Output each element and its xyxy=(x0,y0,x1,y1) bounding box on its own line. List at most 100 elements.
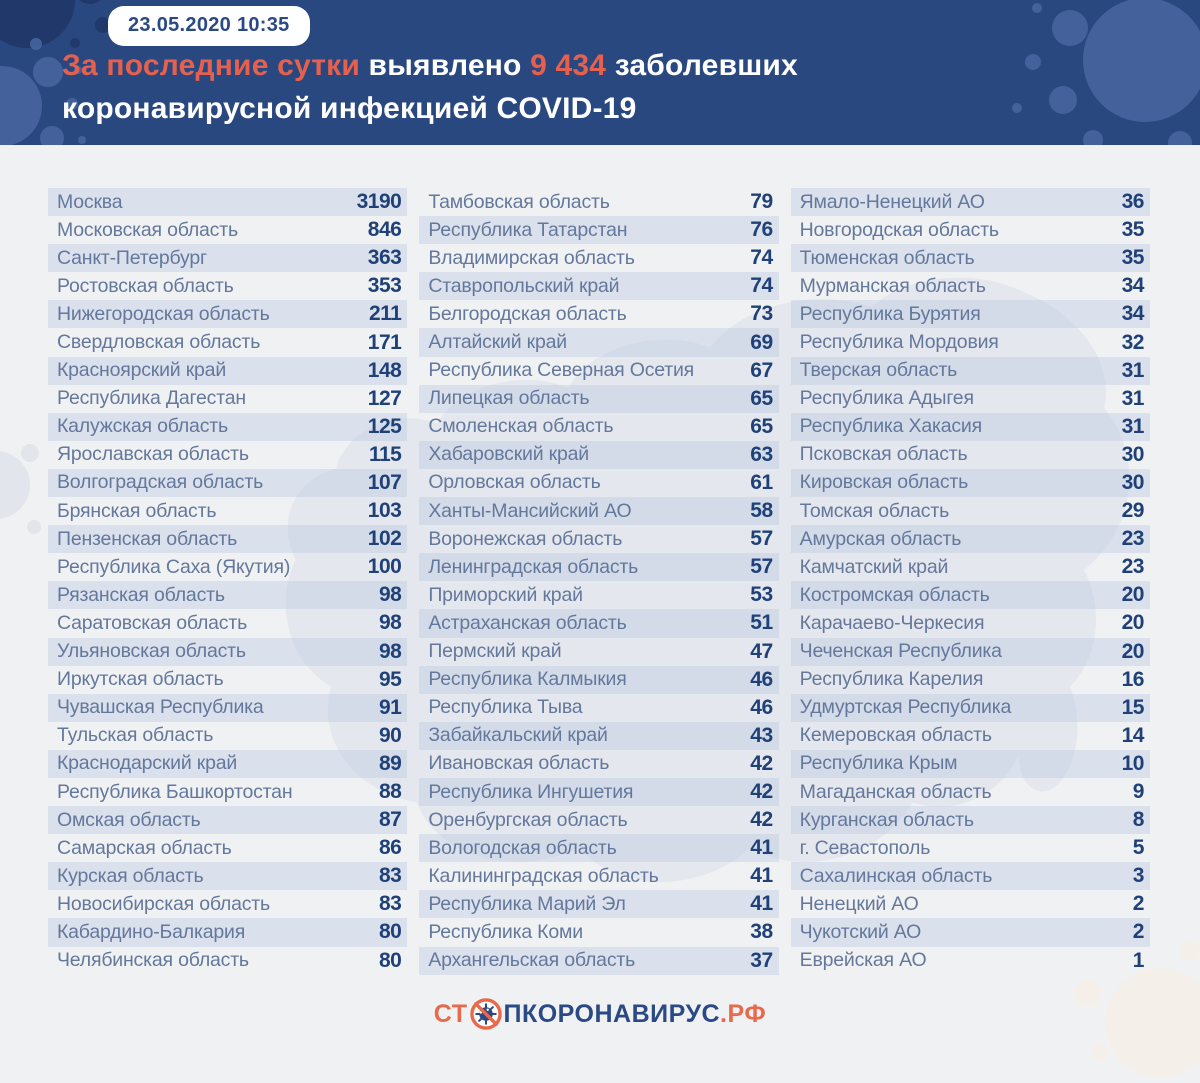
region-name: Ненецкий АО xyxy=(799,892,919,915)
region-name: Воронежская область xyxy=(428,527,623,550)
table-row: Курская область 83 xyxy=(48,862,408,891)
region-value: 20 xyxy=(1121,611,1145,635)
region-value: 98 xyxy=(378,611,402,635)
region-name: Краснодарский край xyxy=(57,752,238,775)
table-row: Республика Ингушетия 42 xyxy=(419,777,779,807)
region-name: Челябинская область xyxy=(57,949,249,972)
region-name: Республика Бурятия xyxy=(799,302,981,325)
region-name: Вологодская область xyxy=(428,836,617,859)
table-row: Республика Карелия 16 xyxy=(791,666,1150,694)
table-row: Московская область 846 xyxy=(48,216,407,244)
region-name: Республика Дагестан xyxy=(57,387,246,410)
stats-column-2: Тамбовская область 79 Республика Татарстан… xyxy=(419,188,779,975)
region-value: 61 xyxy=(750,470,773,494)
region-value: 34 xyxy=(1121,302,1145,326)
region-value: 67 xyxy=(750,358,773,382)
region-name: Волгоградская область xyxy=(57,471,264,494)
table-row: Курганская область 8 xyxy=(790,806,1150,835)
table-row: Оренбургская область 42 xyxy=(419,806,778,834)
table-row: Вологодская область 41 xyxy=(419,834,779,863)
infographic: { "header": { "date_badge": "23.05.2020 … xyxy=(0,0,1200,1030)
region-value: 42 xyxy=(750,808,773,832)
table-row: Республика Коми 38 xyxy=(419,918,778,946)
region-value: 211 xyxy=(368,302,402,326)
region-value: 353 xyxy=(367,274,402,298)
region-name: Саратовская область xyxy=(57,611,248,634)
region-value: 57 xyxy=(750,527,773,551)
region-value: 91 xyxy=(378,695,402,719)
region-name: Ивановская область xyxy=(428,752,610,775)
region-value: 86 xyxy=(378,836,402,860)
region-value: 2 xyxy=(1132,920,1145,944)
region-name: Республика Калмыкия xyxy=(428,668,627,691)
region-name: Ямало-Ненецкий АО xyxy=(799,190,985,213)
headline-text: выявлено xyxy=(360,49,531,82)
region-name: Чукотский АО xyxy=(799,920,922,943)
table-row: Республика Бурятия 34 xyxy=(790,300,1150,329)
region-value: 31 xyxy=(1121,386,1145,410)
region-value: 80 xyxy=(378,948,402,972)
region-name: Хабаровский край xyxy=(428,443,589,466)
table-row: Еврейская АО 1 xyxy=(791,947,1150,975)
region-value: 37 xyxy=(750,948,773,972)
table-row: Алтайский край 69 xyxy=(419,328,779,357)
table-row: Республика Адыгея 31 xyxy=(791,385,1150,413)
table-row: Удмуртская Республика 15 xyxy=(790,693,1150,722)
table-row: Калужская область 125 xyxy=(48,412,408,441)
logo-text-rf: .РФ xyxy=(720,999,767,1028)
region-value: 42 xyxy=(750,751,773,775)
region-name: Красноярский край xyxy=(57,359,227,382)
region-value: 76 xyxy=(750,218,773,242)
table-row: Рязанская область 98 xyxy=(48,581,408,610)
region-name: Ставропольский край xyxy=(428,274,620,297)
region-name: Республика Хакасия xyxy=(799,415,983,438)
region-value: 846 xyxy=(367,218,402,242)
region-name: Белгородская область xyxy=(428,302,627,325)
logo-text-koronavirus: ПКОРОНАВИРУС xyxy=(503,999,721,1028)
region-name: Костромская область xyxy=(799,583,990,606)
table-row: Нижегородская область 211 xyxy=(48,300,408,329)
table-row: Республика Мордовия 32 xyxy=(791,328,1150,356)
region-value: 2 xyxy=(1132,892,1145,916)
region-value: 83 xyxy=(378,864,402,888)
region-name: Иркутская область xyxy=(57,668,224,691)
table-row: Воронежская область 57 xyxy=(419,525,778,553)
table-row: Амурская область 23 xyxy=(790,525,1150,554)
table-row: Ямало-Ненецкий АО 36 xyxy=(790,188,1150,217)
region-value: 95 xyxy=(378,667,402,691)
russia-map-silhouette xyxy=(285,277,1130,882)
region-name: Республика Саха (Якутия) xyxy=(57,555,291,578)
region-name: Москва xyxy=(57,190,123,213)
region-name: Томская область xyxy=(799,499,950,522)
table-row: Ивановская область 42 xyxy=(419,750,778,778)
table-row: Костромская область 20 xyxy=(790,581,1150,610)
region-value: 127 xyxy=(367,386,402,410)
table-row: Липецкая область 65 xyxy=(419,384,779,413)
region-name: Владимирская область xyxy=(428,246,635,269)
region-name: Оренбургская область xyxy=(428,808,628,831)
region-name: Омская область xyxy=(57,808,201,831)
table-row: Республика Северная Осетия 67 xyxy=(419,357,778,385)
region-name: Рязанская область xyxy=(57,583,225,606)
region-value: 100 xyxy=(367,555,402,579)
region-value: 69 xyxy=(750,330,773,354)
table-row: Чукотский АО 2 xyxy=(790,918,1150,947)
table-row: Новосибирская область 83 xyxy=(48,890,407,918)
body-splat-left-icon xyxy=(0,444,41,534)
table-row: Краснодарский край 89 xyxy=(48,749,408,778)
region-value: 115 xyxy=(368,442,402,466)
region-name: Нижегородская область xyxy=(57,302,270,325)
region-name: Ярославская область xyxy=(57,443,249,466)
headline-line1: За последние сутки выявлено 9 434 заболе… xyxy=(62,44,798,87)
table-row: Тульская область 90 xyxy=(48,722,407,750)
region-name: Самарская область xyxy=(57,836,232,859)
table-row: Кемеровская область 14 xyxy=(791,722,1150,750)
region-value: 34 xyxy=(1121,274,1145,298)
table-row: Белгородская область 73 xyxy=(419,300,778,328)
region-value: 30 xyxy=(1121,442,1145,466)
region-name: Алтайский край xyxy=(428,331,567,354)
region-value: 8 xyxy=(1132,808,1145,832)
table-row: Кабардино-Балкария 80 xyxy=(48,918,408,947)
region-value: 103 xyxy=(367,499,402,523)
table-row: Магаданская область 9 xyxy=(791,778,1150,806)
